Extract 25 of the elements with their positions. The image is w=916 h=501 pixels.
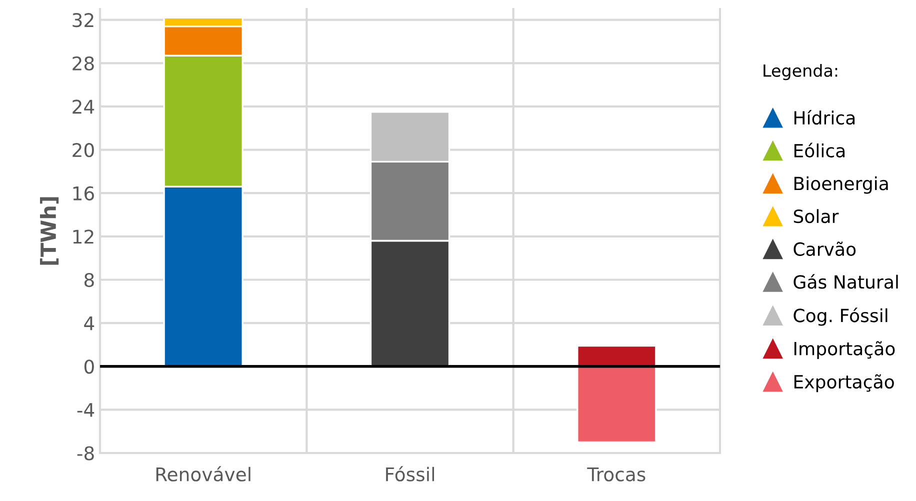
y-tick-label: 20 xyxy=(72,142,94,158)
y-tick-label: 8 xyxy=(84,272,94,288)
legend-label: Exportação xyxy=(794,374,894,392)
y-tick-label: 32 xyxy=(72,13,94,28)
y-tick-label: -8 xyxy=(77,446,94,460)
y-tick-label: 12 xyxy=(73,230,94,244)
x-tick-label: Fóssil xyxy=(386,466,434,482)
y-tick-label: 16 xyxy=(73,186,94,200)
x-tick-label: Trocas xyxy=(587,467,646,482)
legend-label: Carvão xyxy=(794,242,856,256)
y-tick-label: 0 xyxy=(84,360,94,374)
y-tick-label: -4 xyxy=(77,403,94,417)
x-tick-label: Renovável xyxy=(156,466,250,482)
legend-label: Cog. Fóssil xyxy=(794,308,888,326)
y-tick-label: 4 xyxy=(84,316,94,330)
y-tick-label: 24 xyxy=(72,100,94,114)
legend-label: Eólica xyxy=(794,142,845,158)
legend-label: Importação xyxy=(794,341,895,359)
legend-label: Bioenergia xyxy=(794,176,888,194)
legend-label: Solar xyxy=(794,209,839,224)
y-axis-title: [TWh] xyxy=(40,197,59,265)
legend-title: Legenda: xyxy=(764,64,838,80)
legend-label: Gás Natural xyxy=(794,274,898,289)
legend-label: Hídrica xyxy=(794,110,855,125)
y-tick-label: 28 xyxy=(72,56,94,71)
